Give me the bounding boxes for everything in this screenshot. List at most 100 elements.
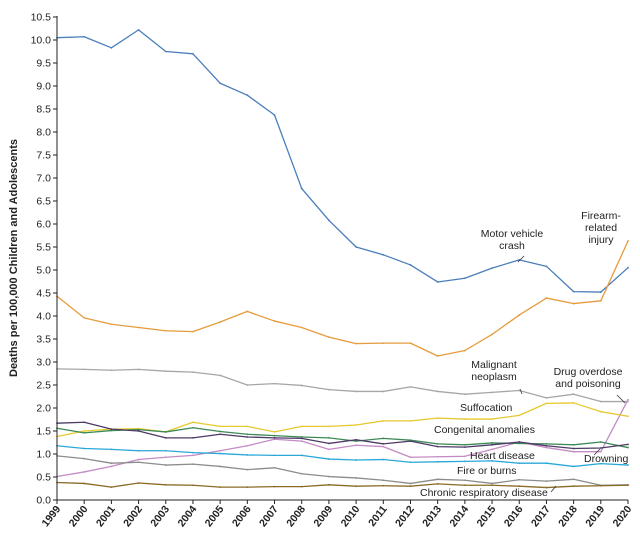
data-point [409, 485, 412, 488]
data-point [300, 425, 303, 428]
data-point [572, 465, 575, 468]
data-point [110, 462, 113, 465]
y-tick-label: 0.0 [36, 495, 51, 507]
data-point [436, 355, 439, 357]
data-point [545, 486, 548, 489]
data-point [491, 267, 493, 270]
data-point [518, 478, 521, 481]
data-point [545, 402, 548, 405]
series-label-line: Drowning [584, 453, 629, 465]
data-point [83, 457, 86, 460]
data-point [328, 442, 330, 445]
series-label-line: Suffocation [460, 402, 513, 414]
series-label: Fire or burns [457, 465, 517, 477]
data-point [164, 50, 167, 53]
data-point [300, 436, 303, 438]
data-point [627, 443, 629, 446]
data-point [192, 454, 194, 457]
data-point [599, 484, 602, 487]
data-point [355, 246, 357, 248]
data-point [110, 429, 113, 432]
data-point [137, 28, 140, 31]
series-label: Motor vehicle crash [481, 228, 544, 252]
x-tick-label: 2003 [148, 503, 172, 529]
data-point [599, 400, 602, 403]
data-point [219, 452, 222, 455]
series-label-line: Chronic respiratory disease [420, 487, 548, 499]
series-motor-vehicle-crash [56, 28, 629, 293]
data-point [436, 478, 439, 481]
data-point [273, 437, 276, 439]
data-point [246, 384, 249, 386]
data-point [328, 458, 330, 460]
data-point [192, 52, 194, 55]
x-tick-label: 2010 [339, 503, 363, 529]
data-point [382, 479, 385, 482]
data-point [627, 446, 629, 449]
series-line [56, 455, 629, 486]
data-point [137, 326, 140, 329]
data-point [273, 485, 276, 488]
data-point [328, 219, 330, 222]
data-point [545, 462, 548, 465]
data-point [599, 291, 602, 293]
data-point [382, 253, 385, 256]
y-tick-label: 1.0 [36, 449, 51, 461]
data-point [545, 396, 548, 399]
data-point [192, 330, 194, 333]
data-point [110, 46, 113, 49]
data-point [273, 438, 276, 441]
data-point [627, 266, 629, 269]
x-tick-label: 2020 [611, 503, 635, 529]
data-point [192, 451, 194, 454]
data-point [273, 466, 276, 469]
data-point [355, 438, 357, 441]
data-point [463, 443, 466, 446]
data-point [192, 463, 194, 466]
data-point [246, 436, 249, 438]
y-tick-label: 0.5 [36, 472, 51, 484]
data-point [328, 425, 330, 428]
data-point [137, 458, 140, 461]
data-point [382, 442, 385, 445]
data-point [463, 393, 466, 396]
y-tick-label: 1.5 [36, 426, 51, 438]
series-drowning [56, 421, 629, 450]
data-point [545, 442, 548, 445]
y-tick-label: 2.0 [36, 403, 51, 415]
data-point [627, 415, 629, 418]
data-point [355, 440, 357, 443]
series-label-line: injury [588, 234, 614, 246]
data-point [572, 485, 575, 488]
data-point [219, 425, 222, 428]
series-firearm-related-injury [56, 240, 629, 357]
data-point [246, 425, 249, 428]
data-point [164, 464, 167, 466]
x-tick-label: 2012 [393, 503, 417, 529]
data-point [328, 388, 330, 391]
y-tick-label: 4.0 [36, 311, 51, 323]
axes: 0.0 0.5 1.0 1.5 2.0 2.5 3.0 3.5 4.0 4.5 5.0 5.5 6.0 6… [31, 12, 635, 530]
series-label-line: Drug overdose [554, 366, 623, 378]
y-tick-label: 10.0 [31, 35, 52, 47]
data-point [273, 114, 276, 116]
data-point [246, 444, 249, 447]
data-point [491, 448, 493, 451]
data-point [192, 421, 194, 424]
data-point [219, 430, 222, 433]
series-label: Congenital anomalies [434, 424, 535, 436]
data-point [491, 443, 493, 446]
data-point [518, 485, 521, 488]
data-point [572, 402, 575, 404]
data-point [164, 449, 167, 452]
data-point [572, 290, 575, 293]
data-point [491, 460, 493, 462]
data-point [137, 368, 140, 371]
data-point [355, 444, 357, 447]
data-point [355, 424, 357, 426]
data-point [83, 35, 86, 38]
series-line [56, 368, 628, 403]
data-point [572, 302, 575, 305]
data-point [518, 314, 521, 316]
